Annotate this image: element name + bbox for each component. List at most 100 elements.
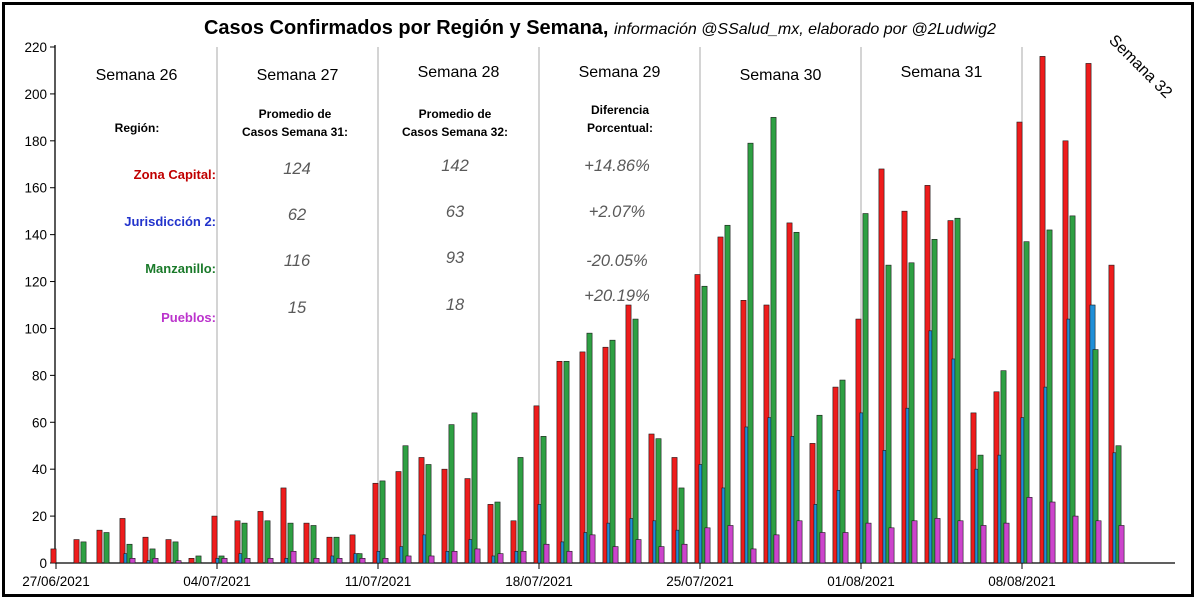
bar-pueblos xyxy=(382,558,389,564)
y-tick-label: 120 xyxy=(24,275,47,290)
bar-pueblos xyxy=(221,558,228,564)
table-value-diff: +2.07% xyxy=(589,203,645,221)
table-value-diff: +20.19% xyxy=(584,287,650,305)
bar-pueblos xyxy=(750,548,757,564)
bar-zona-capital xyxy=(303,522,310,564)
table-header-w31-line1: Promedio de xyxy=(259,107,332,121)
y-tick-label: 160 xyxy=(24,181,47,196)
y-tick-label: 200 xyxy=(24,87,47,102)
y-tick-label: 60 xyxy=(32,415,47,430)
bar-manzanillo xyxy=(609,339,616,564)
bar-zona-capital xyxy=(464,478,471,564)
bar-pueblos xyxy=(727,525,734,564)
bar-pueblos xyxy=(888,527,895,564)
bar-manzanillo xyxy=(1115,445,1122,564)
bar-manzanillo xyxy=(379,480,386,564)
bar-manzanillo xyxy=(793,231,800,564)
bar-pueblos xyxy=(842,532,849,564)
week-label: Semana 31 xyxy=(901,64,983,81)
table-header-w32-line1: Promedio de xyxy=(419,107,492,121)
week-label: Semana 28 xyxy=(418,64,500,81)
bar-manzanillo xyxy=(563,360,570,564)
table-header-w32-line2: Casos Semana 32: xyxy=(402,125,508,139)
bar-manzanillo xyxy=(701,285,708,564)
bar-zona-capital xyxy=(694,274,701,564)
table-header-region: Región: xyxy=(115,121,160,135)
bar-zona-capital xyxy=(671,457,678,564)
bar-manzanillo xyxy=(287,522,294,564)
bar-zona-capital xyxy=(1039,56,1046,564)
bar-zona-capital xyxy=(119,518,126,564)
bar-pueblos xyxy=(1003,522,1010,564)
bar-zona-capital xyxy=(832,386,839,564)
bar-manzanillo xyxy=(425,464,432,564)
bar-manzanillo xyxy=(333,536,340,564)
bar-manzanillo xyxy=(724,224,731,564)
bar-manzanillo xyxy=(977,454,984,564)
bar-manzanillo xyxy=(402,445,409,564)
bar-pueblos xyxy=(1049,501,1056,564)
bar-pueblos xyxy=(1026,497,1033,564)
bar-manzanillo xyxy=(908,262,915,564)
bar-manzanillo xyxy=(839,379,846,564)
bar-zona-capital xyxy=(326,536,333,564)
table-region-label: Jurisdicción 2: xyxy=(124,214,216,229)
bar-zona-capital xyxy=(556,360,563,564)
bar-pueblos xyxy=(290,550,297,564)
bar-pueblos xyxy=(934,518,941,564)
bar-pueblos xyxy=(658,546,665,564)
bar-zona-capital xyxy=(441,468,448,564)
bar-pueblos xyxy=(405,555,412,564)
bar-manzanillo xyxy=(264,520,271,564)
y-tick-label: 180 xyxy=(24,134,47,149)
bar-pueblos xyxy=(543,543,550,564)
bar-zona-capital xyxy=(280,487,287,564)
bar-manzanillo xyxy=(1000,370,1007,564)
bar-zona-capital xyxy=(487,504,494,564)
y-tick-label: 100 xyxy=(24,321,47,336)
y-tick-label: 0 xyxy=(39,556,47,571)
bar-pueblos xyxy=(152,558,159,564)
x-tick-label: 25/07/2021 xyxy=(666,574,734,589)
bar-pueblos xyxy=(1095,520,1102,564)
bar-zona-capital xyxy=(717,236,724,564)
y-tick-label: 80 xyxy=(32,368,47,383)
bar-manzanillo xyxy=(1092,349,1099,564)
y-tick-label: 220 xyxy=(24,40,47,55)
x-tick-label: 04/07/2021 xyxy=(183,574,251,589)
bar-pueblos xyxy=(796,520,803,564)
x-tick-label: 08/08/2021 xyxy=(988,574,1056,589)
bar-manzanillo xyxy=(1069,215,1076,564)
bar-manzanillo xyxy=(517,457,524,564)
bar-zona-capital xyxy=(1016,121,1023,564)
bar-pueblos xyxy=(957,520,964,564)
bar-pueblos xyxy=(428,555,435,564)
x-tick-label: 18/07/2021 xyxy=(505,574,573,589)
title-subtitle-text: información @SSalud_mx, elaborado por @2… xyxy=(614,21,996,38)
bar-pueblos xyxy=(566,550,573,564)
bar-manzanillo xyxy=(126,543,133,564)
bar-pueblos xyxy=(819,532,826,564)
bar-zona-capital xyxy=(211,515,218,564)
bar-pueblos xyxy=(1118,525,1125,564)
bar-manzanillo xyxy=(770,117,777,564)
bar-manzanillo xyxy=(931,239,938,564)
y-tick-label: 140 xyxy=(24,228,47,243)
bar-manzanillo xyxy=(885,264,892,564)
bar-manzanillo xyxy=(862,213,869,564)
week-label: Semana 26 xyxy=(96,67,178,84)
bar-zona-capital xyxy=(901,210,908,564)
table-value-w32: 18 xyxy=(446,296,465,314)
bar-zona-capital xyxy=(510,520,517,564)
table-region-label: Zona Capital: xyxy=(134,167,216,182)
table-region-label: Pueblos: xyxy=(161,310,216,325)
bar-manzanillo xyxy=(954,217,961,564)
bar-zona-capital xyxy=(349,534,356,564)
bar-manzanillo xyxy=(471,412,478,564)
bar-pueblos xyxy=(865,522,872,564)
bar-zona-capital xyxy=(533,405,540,564)
table-value-w31: 116 xyxy=(284,252,311,270)
bar-pueblos xyxy=(1072,515,1079,564)
bar-manzanillo xyxy=(747,142,754,564)
table-header-w31-line2: Casos Semana 31: xyxy=(242,125,348,139)
